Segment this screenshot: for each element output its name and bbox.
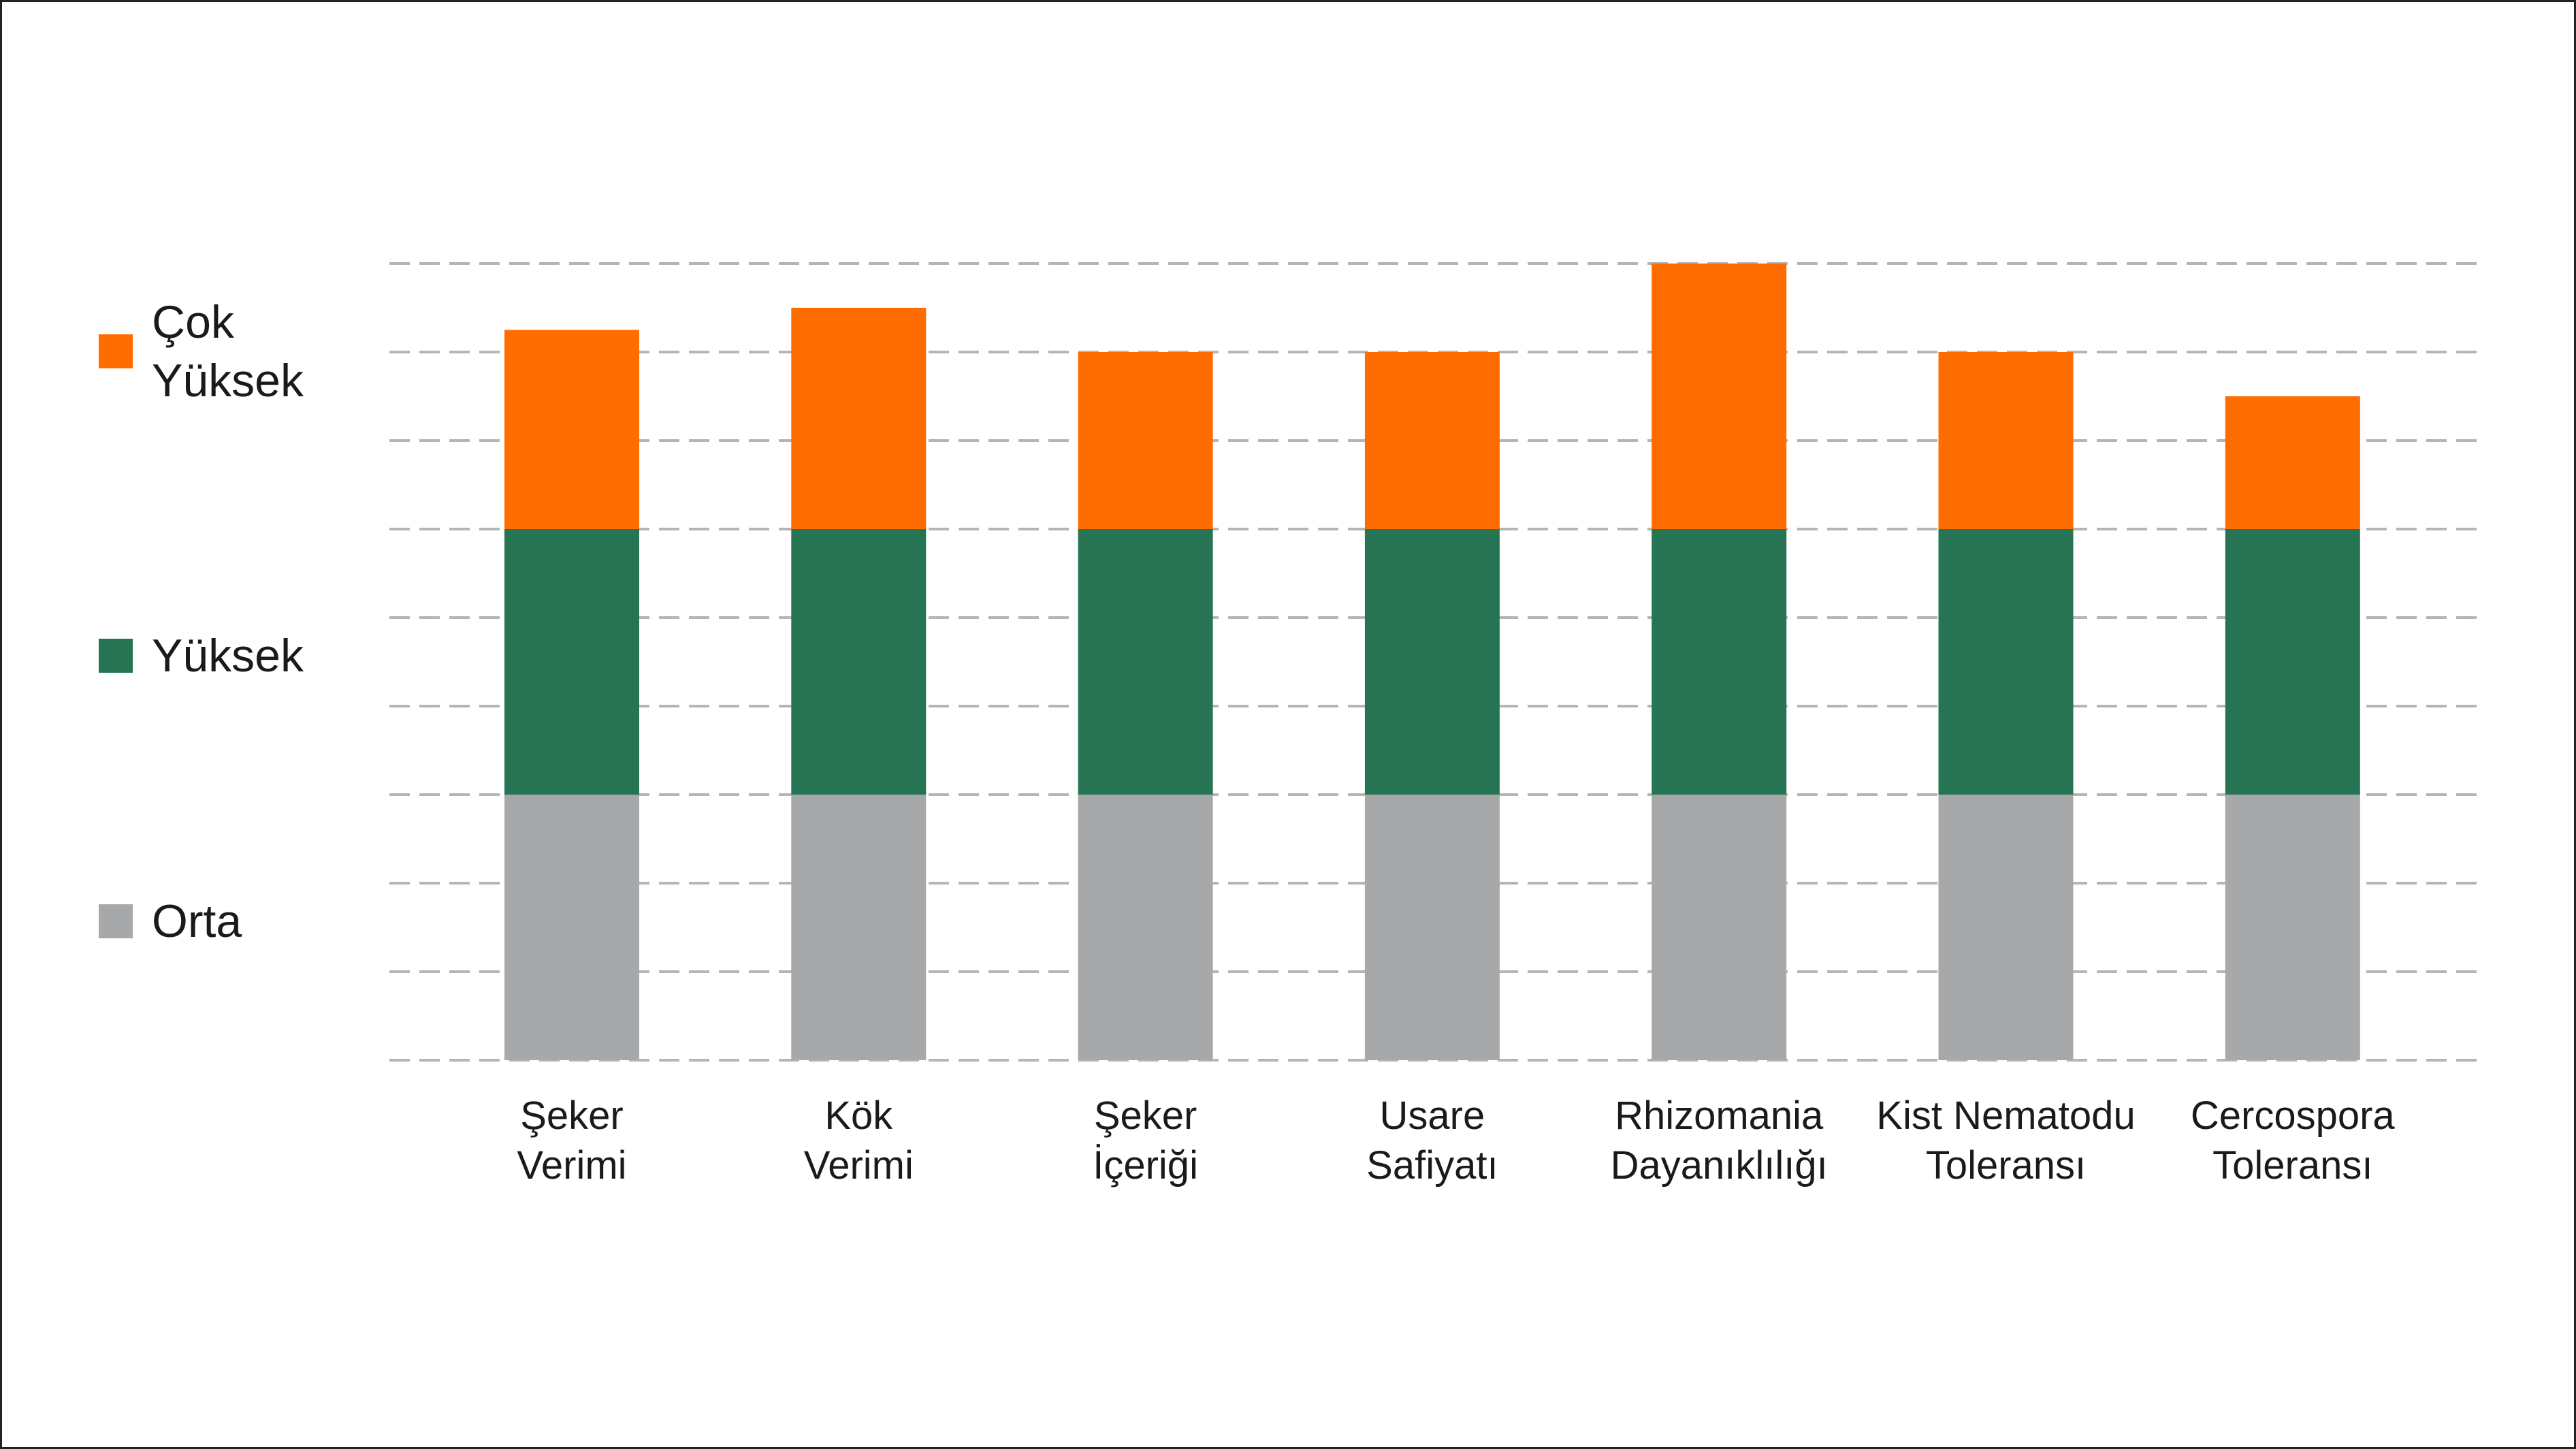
category-label-4: Usare Safiyatı	[1366, 1094, 1498, 1188]
category-label-line: Toleransı	[1926, 1143, 2086, 1188]
legend-item-orta: Orta	[99, 892, 242, 951]
bar-segment-ok-y-ksek-3	[1078, 352, 1213, 529]
legend-swatch-orta	[99, 904, 133, 938]
bar-segment-orta-7	[2225, 795, 2360, 1060]
category-label-line: Rhizomania	[1615, 1094, 1824, 1138]
bar-segment-orta-2	[791, 795, 927, 1060]
bar-segment-orta-5	[1652, 795, 1787, 1060]
bar-segment-orta-4	[1364, 795, 1500, 1060]
legend-label-yuksek: Yüksek	[152, 630, 304, 682]
category-label-line: Şeker	[520, 1094, 624, 1138]
bar-segment-y-ksek-5	[1652, 529, 1787, 795]
category-label-line: Şeker	[1094, 1094, 1197, 1138]
bar-segment-y-ksek-4	[1364, 529, 1500, 795]
bar-segment-y-ksek-1	[504, 529, 639, 795]
bar-segment-y-ksek-2	[791, 529, 927, 795]
legend-label-cok-yuksek: Çok Yüksek	[152, 296, 304, 407]
bar-group	[504, 264, 2360, 1060]
bar-segment-ok-y-ksek-7	[2225, 396, 2360, 529]
bar-segment-ok-y-ksek-6	[1938, 352, 2074, 529]
bar-segment-orta-6	[1938, 795, 2074, 1060]
category-label-line: Kist Nematodu	[1876, 1094, 2135, 1138]
legend-swatch-yuksek	[99, 639, 133, 673]
legend-item-yuksek: Yüksek	[99, 626, 304, 685]
category-label-line: Dayanıklılığı	[1611, 1143, 1828, 1188]
bar-segment-y-ksek-7	[2225, 529, 2360, 795]
category-label-7: Cercospora Toleransı	[2191, 1094, 2396, 1188]
category-label-line: Usare	[1380, 1094, 1485, 1138]
category-label-3: Şeker İçeriği	[1093, 1094, 1198, 1188]
category-label-line: Kök	[824, 1094, 893, 1138]
legend-swatch-cok-yuksek	[99, 334, 133, 368]
legend-item-cok-yuksek: Çok Yüksek	[99, 293, 356, 410]
gridlines	[389, 262, 2478, 1062]
category-label-line: Cercospora	[2191, 1094, 2396, 1138]
bar-segment-ok-y-ksek-1	[504, 330, 639, 529]
category-labels: Şeker Verimi Kök Verimi Şeker İçeriği Usare Saf…	[517, 1094, 2395, 1188]
category-label-1: Şeker Verimi	[517, 1094, 626, 1188]
category-label-line: Safiyatı	[1366, 1143, 1498, 1188]
bar-segment-ok-y-ksek-4	[1364, 352, 1500, 529]
legend-label-orta: Orta	[152, 895, 242, 947]
bar-segment-ok-y-ksek-5	[1652, 264, 1787, 529]
bar-segment-orta-3	[1078, 795, 1213, 1060]
category-label-line: Toleransı	[2212, 1143, 2372, 1188]
category-label-5: Rhizomania Dayanıklılığı	[1611, 1094, 1828, 1188]
category-label-line: İçeriği	[1093, 1143, 1198, 1188]
category-label-line: Verimi	[804, 1143, 914, 1188]
bar-segment-ok-y-ksek-2	[791, 308, 927, 529]
bar-segment-y-ksek-3	[1078, 529, 1213, 795]
bar-segment-orta-1	[504, 795, 639, 1060]
category-label-6: Kist Nematodu Toleransı	[1876, 1094, 2135, 1188]
category-label-2: Kök Verimi	[804, 1094, 914, 1188]
bar-segment-y-ksek-6	[1938, 529, 2074, 795]
category-label-line: Verimi	[517, 1143, 626, 1188]
